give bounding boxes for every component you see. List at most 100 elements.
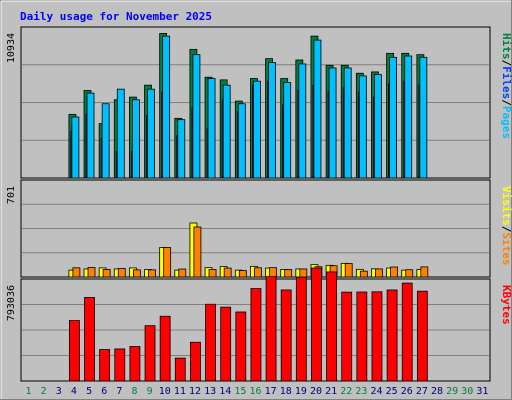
sites-bar (193, 226, 202, 278)
x-tick-label: 23 (355, 386, 367, 397)
kbytes-bar (144, 325, 156, 382)
x-tick-label: 6 (101, 386, 107, 397)
sites-bar (238, 270, 247, 278)
kbytes-bar (356, 291, 368, 382)
x-tick-label: 8 (131, 386, 137, 397)
sites-bar (148, 269, 156, 278)
sites-bar (254, 267, 262, 278)
x-tick-label: 28 (431, 386, 443, 397)
legend-bottom-part: KBytes (500, 285, 512, 325)
kbytes-bar (205, 303, 216, 382)
legend-top: Hits/Files/Pages (500, 33, 512, 139)
legend-middle: Visits/Sites (500, 186, 512, 266)
sites-bar (208, 269, 217, 278)
kbytes-bar (220, 306, 232, 382)
sites-bar (420, 266, 429, 278)
legend-bottom: KBytes (500, 285, 512, 325)
x-tick-label: 20 (310, 386, 322, 397)
pages-bar (132, 99, 140, 179)
sites-bar (405, 269, 414, 278)
pages-bar (389, 56, 397, 179)
sites-bar (299, 268, 308, 278)
pages-bar (313, 39, 322, 179)
sites-bar (102, 269, 111, 278)
x-tick-label: 26 (401, 386, 413, 397)
pages-bar (162, 35, 171, 179)
pages-bar (328, 67, 337, 179)
x-tick-label: 10 (159, 386, 171, 397)
kbytes-bar (386, 289, 398, 382)
kbytes-bar (326, 271, 337, 382)
sites-bar (87, 266, 96, 278)
x-tick-label: 5 (86, 386, 92, 397)
pages-bar (253, 80, 261, 179)
x-tick-label: 16 (249, 386, 261, 397)
kbytes-bar (341, 291, 353, 382)
kbytes-bar (265, 276, 277, 382)
x-tick-label: 25 (386, 386, 398, 397)
sites-bar (163, 247, 172, 278)
kbytes-bar (68, 320, 80, 382)
sites-bar (178, 268, 187, 278)
x-tick-label: 29 (446, 386, 458, 397)
x-tick-label: 9 (147, 386, 153, 397)
x-tick-label: 21 (325, 386, 337, 397)
x-tick-label: 4 (71, 386, 77, 397)
legend-top-part: Files (500, 66, 512, 99)
pages-bar (207, 78, 216, 179)
pages-bar (177, 119, 186, 179)
x-tick-label: 1 (26, 386, 32, 397)
sites-bar (344, 263, 353, 278)
kbytes-bar (416, 290, 428, 382)
kbytes-bar (114, 348, 126, 382)
pages-bar (298, 63, 307, 179)
kbytes-bar (295, 276, 307, 382)
kbytes-bar (84, 297, 95, 382)
kbytes-bar (311, 267, 322, 382)
pages-bar (222, 84, 231, 179)
pages-bar (268, 62, 276, 179)
pages-bar (283, 82, 292, 179)
sites-bar (359, 270, 368, 278)
x-tick-label: 27 (416, 386, 428, 397)
kbytes-bar (129, 346, 141, 382)
pages-bar (419, 56, 428, 179)
sites-bar (117, 268, 126, 278)
x-tick-label: 11 (174, 386, 186, 397)
pages-bar (343, 67, 352, 179)
sites-bar (390, 266, 398, 278)
x-tick-label: 2 (41, 386, 47, 397)
x-tick-label: 7 (116, 386, 122, 397)
kbytes-bar (159, 315, 171, 382)
kbytes-bar (99, 349, 111, 382)
legend-top-part: Hits (500, 33, 512, 60)
sites-bar (269, 267, 277, 278)
x-tick-label: 24 (371, 386, 383, 397)
sites-bar (223, 267, 232, 278)
legend-middle-part: / (500, 226, 512, 233)
pages-bar (71, 116, 80, 179)
legend-middle-part: Sites (500, 232, 512, 265)
x-tick-label: 22 (340, 386, 352, 397)
chart-title: Daily usage for November 2025 (20, 10, 212, 23)
legend-middle-part: Visits (500, 186, 512, 226)
x-tick-label: 19 (295, 386, 307, 397)
sites-bar (375, 268, 383, 278)
legend-top-part: / (500, 60, 512, 67)
pages-bar (86, 92, 95, 179)
kbytes-bar (174, 357, 186, 382)
pages-bar (358, 75, 367, 179)
x-tick-label: 18 (280, 386, 292, 397)
y-max-label-middle: 701 (6, 186, 17, 204)
pages-bar (147, 88, 155, 179)
x-tick-label: 3 (56, 386, 62, 397)
kbytes-bar (235, 311, 247, 382)
kbytes-bar (250, 288, 262, 382)
pages-bar (374, 74, 382, 179)
sites-bar (133, 269, 141, 278)
pages-bar (237, 103, 246, 179)
y-max-label-bottom: 793036 (6, 285, 17, 321)
x-tick-label: 14 (219, 386, 231, 397)
kbytes-bar (371, 291, 383, 382)
